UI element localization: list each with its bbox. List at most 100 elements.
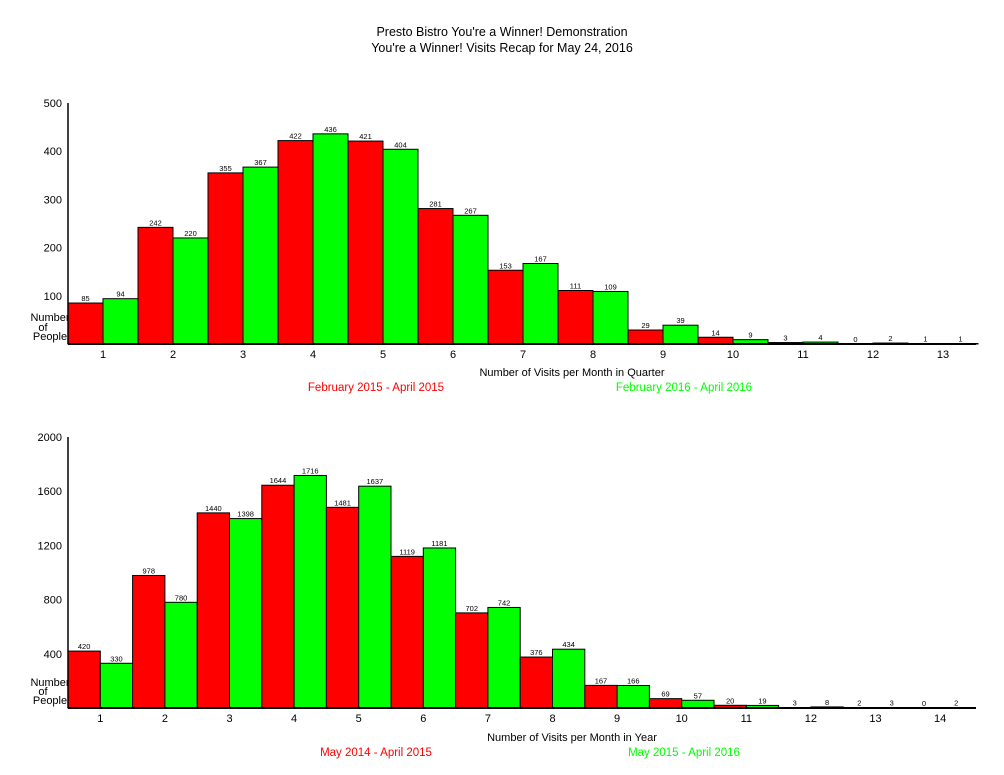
bar-value-label: 3 bbox=[793, 699, 797, 708]
x-tick-label: 11 bbox=[741, 713, 752, 725]
bar-value-label: 8 bbox=[825, 698, 829, 707]
bar bbox=[422, 547, 457, 709]
bar-value-label: 1 bbox=[958, 335, 962, 344]
y-tick-label: 2000 bbox=[38, 432, 62, 444]
bar-value-label: 85 bbox=[81, 294, 89, 303]
bar-value-label: 4 bbox=[818, 333, 822, 342]
x-tick-label: 12 bbox=[867, 349, 879, 361]
bar bbox=[347, 140, 384, 345]
bar bbox=[697, 336, 734, 345]
legend-entry: May 2015 - April 2016 bbox=[628, 747, 740, 759]
x-tick-label: 1 bbox=[100, 349, 106, 361]
bar-value-label: 167 bbox=[534, 255, 547, 264]
y-tick-label: 1600 bbox=[38, 486, 62, 498]
bar-value-label: 376 bbox=[530, 648, 543, 657]
bar bbox=[242, 166, 279, 345]
bar-value-label: 1637 bbox=[367, 477, 384, 486]
x-tick-label: 8 bbox=[549, 713, 555, 725]
x-tick-label: 11 bbox=[797, 349, 808, 361]
bar bbox=[557, 289, 594, 345]
x-tick-label: 8 bbox=[590, 349, 596, 361]
bar-value-label: 3 bbox=[890, 699, 894, 708]
bar bbox=[522, 263, 559, 345]
bar bbox=[207, 172, 244, 345]
y-axis-label: People bbox=[33, 331, 67, 343]
bar bbox=[681, 699, 715, 709]
y-axis-label: People bbox=[33, 695, 67, 707]
y-tick-label: 400 bbox=[44, 649, 62, 661]
bar-value-label: 0 bbox=[922, 699, 926, 708]
bar bbox=[196, 512, 230, 709]
bar-value-label: 1481 bbox=[334, 498, 351, 507]
bar-value-label: 167 bbox=[595, 676, 608, 685]
x-tick-label: 10 bbox=[727, 349, 739, 361]
bar bbox=[102, 298, 139, 345]
bar-value-label: 2 bbox=[888, 334, 892, 343]
x-tick-label: 5 bbox=[356, 713, 362, 725]
bar-value-label: 2 bbox=[857, 699, 861, 708]
bar bbox=[382, 148, 419, 345]
bar-value-label: 404 bbox=[394, 140, 407, 149]
x-tick-label: 3 bbox=[226, 713, 232, 725]
y-axis-label: of bbox=[38, 322, 48, 334]
bar-value-label: 355 bbox=[219, 164, 232, 173]
bar-value-label: 330 bbox=[110, 654, 123, 663]
bar-value-label: 1119 bbox=[399, 547, 415, 556]
bar-value-label: 436 bbox=[324, 125, 337, 134]
bar-value-label: 39 bbox=[676, 316, 684, 325]
bar-value-label: 166 bbox=[627, 677, 640, 686]
bar bbox=[293, 474, 327, 709]
bar bbox=[137, 226, 174, 345]
bar bbox=[616, 685, 650, 709]
x-tick-label: 12 bbox=[805, 713, 817, 725]
x-tick-label: 13 bbox=[937, 349, 949, 361]
y-tick-label: 1200 bbox=[38, 540, 62, 552]
bar-value-label: 2 bbox=[954, 699, 958, 708]
bar-value-label: 153 bbox=[499, 261, 512, 270]
x-axis-label: Number of Visits per Month in Year bbox=[487, 732, 657, 744]
x-tick-label: 14 bbox=[934, 713, 946, 725]
bar bbox=[325, 506, 360, 709]
bar bbox=[417, 208, 454, 345]
bar-value-label: 422 bbox=[289, 132, 302, 141]
bar-value-label: 20 bbox=[726, 696, 734, 705]
bar bbox=[312, 133, 349, 345]
x-tick-label: 9 bbox=[660, 349, 666, 361]
chart-title: Presto Bistro You're a Winner! Demonstra… bbox=[376, 25, 628, 39]
x-tick-label: 9 bbox=[614, 713, 620, 725]
bar bbox=[452, 214, 489, 345]
bar bbox=[584, 684, 618, 709]
y-tick-label: 100 bbox=[44, 291, 62, 303]
bar bbox=[172, 237, 209, 345]
bar-value-label: 978 bbox=[142, 566, 155, 575]
x-tick-label: 2 bbox=[170, 349, 176, 361]
bar-value-label: 0 bbox=[853, 335, 857, 344]
bar bbox=[627, 329, 664, 345]
bar-value-label: 367 bbox=[254, 158, 267, 167]
y-tick-label: 200 bbox=[44, 243, 62, 255]
legend-entry: February 2016 - April 2016 bbox=[616, 382, 752, 394]
bar bbox=[67, 302, 104, 345]
bar bbox=[132, 574, 166, 709]
bar-value-label: 109 bbox=[604, 282, 617, 291]
x-tick-label: 1 bbox=[97, 713, 103, 725]
bar-value-label: 702 bbox=[465, 604, 478, 613]
bar-value-label: 420 bbox=[78, 642, 91, 651]
bar-value-label: 69 bbox=[661, 690, 669, 699]
bar-value-label: 1181 bbox=[431, 539, 447, 548]
bar-value-label: 267 bbox=[464, 206, 477, 215]
bar-value-label: 742 bbox=[498, 598, 511, 607]
bar-value-label: 3 bbox=[783, 334, 787, 343]
bar bbox=[390, 555, 424, 709]
bar-value-label: 434 bbox=[562, 640, 575, 649]
bar bbox=[662, 324, 699, 345]
y-axis-label: Number bbox=[30, 677, 69, 689]
x-tick-label: 13 bbox=[869, 713, 881, 725]
bar-value-label: 1 bbox=[923, 335, 927, 344]
bar-value-label: 220 bbox=[184, 229, 197, 238]
bar bbox=[67, 650, 101, 709]
bar bbox=[99, 662, 134, 709]
bar-value-label: 1716 bbox=[302, 466, 319, 475]
bar-value-label: 281 bbox=[429, 200, 442, 209]
y-tick-label: 500 bbox=[44, 98, 62, 110]
